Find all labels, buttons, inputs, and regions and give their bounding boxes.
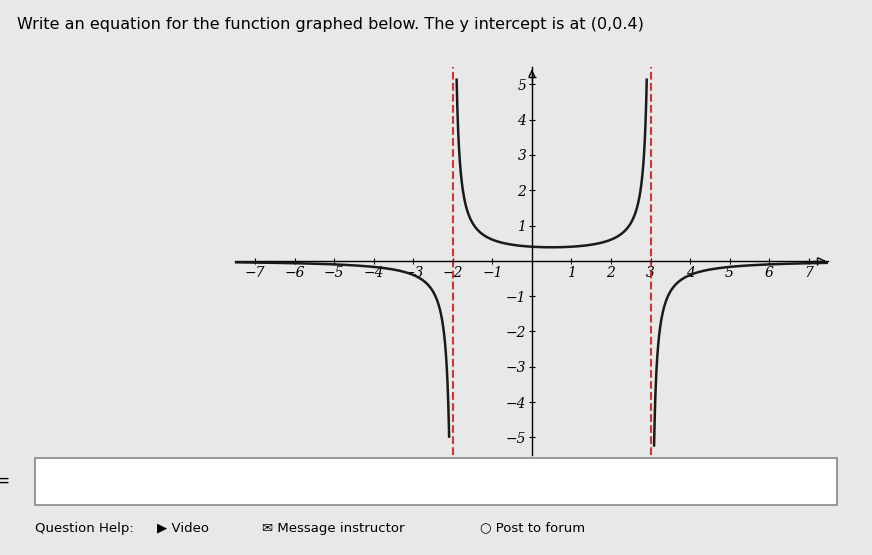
Text: ✉ Message instructor: ✉ Message instructor	[262, 522, 404, 534]
Text: y =: y =	[0, 472, 10, 491]
Text: ○ Post to forum: ○ Post to forum	[480, 522, 585, 534]
Text: Write an equation for the function graphed below. The y intercept is at (0,0.4): Write an equation for the function graph…	[17, 17, 644, 32]
Text: ▶ Video: ▶ Video	[157, 522, 209, 534]
Text: Question Help:: Question Help:	[35, 522, 142, 534]
